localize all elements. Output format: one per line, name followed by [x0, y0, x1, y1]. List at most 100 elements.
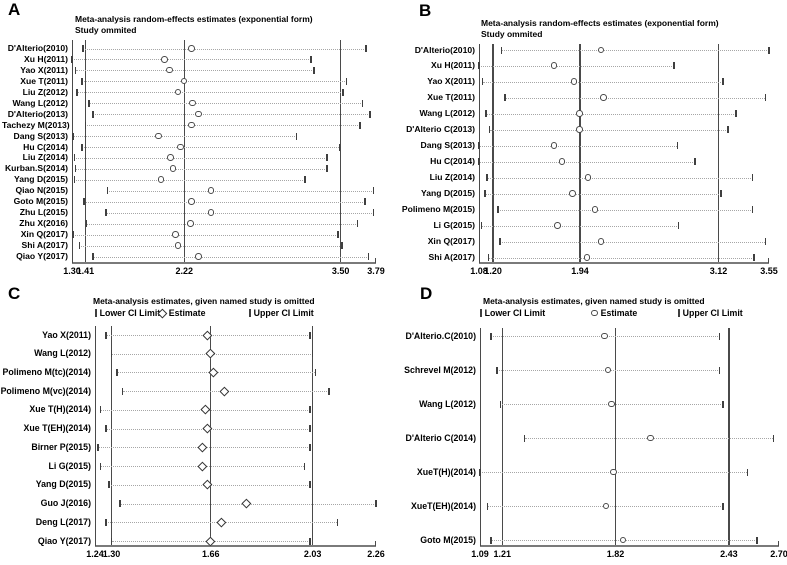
study-label: D'Alterio.C(2010)	[405, 330, 476, 341]
legend-estimate-label: Estimate	[168, 308, 206, 318]
ci-interval-line	[111, 541, 310, 542]
upper-ci-bracket-icon	[249, 309, 251, 317]
lower-ci-tick	[80, 143, 83, 151]
upper-ci-tick	[309, 537, 311, 545]
ci-interval-line	[79, 245, 342, 247]
estimate-marker	[216, 517, 227, 527]
lower-ci-tick	[523, 434, 526, 442]
ci-interval-line	[81, 147, 340, 149]
upper-ci-tick	[309, 331, 311, 339]
study-label: Yao X(2011)	[427, 76, 475, 87]
estimate-marker	[203, 330, 213, 340]
estimate-marker	[172, 231, 179, 238]
forest-plot-c: 1.24 1.30 1.66 2.03 2.26 Yao X(2011) Wang L(20…	[1, 326, 385, 559]
axis-corner-tick-right	[777, 541, 779, 546]
ci-interval-line	[84, 201, 365, 203]
lower-ci-tick	[72, 231, 74, 239]
upper-ci-tick	[304, 176, 306, 184]
study-label: Hu C(2014)	[430, 156, 475, 167]
lower-ci-tick	[110, 350, 113, 358]
study-label: Xue T(H)(2014)	[29, 404, 91, 415]
lower-ci-tick	[105, 425, 107, 433]
estimate-marker	[584, 174, 592, 181]
lower-ci-tick	[91, 253, 94, 260]
ci-interval-line	[106, 428, 310, 430]
lower-ci-tick	[487, 254, 490, 261]
panel-letter-b: B	[419, 1, 432, 20]
study-label: Wang L(2012)	[419, 108, 475, 119]
panel-letter-a: A	[8, 0, 21, 19]
upper-ci-tick	[309, 406, 311, 414]
estimate-marker	[600, 332, 608, 340]
estimate-marker	[583, 254, 591, 261]
pooled-ref-line	[717, 44, 720, 263]
study-label: Zhu L(2015)	[19, 207, 68, 218]
ci-interval-line	[482, 81, 724, 83]
estimate-marker	[554, 222, 561, 229]
plot-frame-line	[72, 40, 74, 263]
estimate-marker	[647, 434, 654, 442]
x-tick-label: 1.82	[606, 549, 625, 559]
upper-ci-tick	[746, 468, 749, 476]
pooled-ref-line	[614, 328, 617, 546]
legend-lower-ci: Lower CI Limit	[480, 308, 545, 318]
ci-interval-line	[97, 447, 310, 449]
lower-ci-tick	[88, 99, 90, 107]
upper-ci-tick	[309, 443, 311, 451]
study-label: Zhu X(2016)	[19, 218, 68, 229]
lower-ci-tick	[84, 121, 87, 129]
estimate-marker	[174, 242, 182, 249]
lower-ci-tick	[485, 110, 487, 118]
ci-interval-line	[479, 161, 696, 163]
lower-ci-tick	[500, 46, 503, 54]
upper-ci-tick	[718, 332, 721, 340]
x-tick-label: 1.30	[102, 549, 121, 559]
pooled-ref-line	[84, 40, 87, 263]
x-tick-label: 1.21	[493, 549, 512, 559]
estimate-marker	[604, 366, 612, 374]
estimate-marker	[570, 78, 578, 86]
study-label: Goto M(2015)	[13, 196, 68, 207]
ci-interval-line	[487, 506, 724, 507]
lower-ci-tick	[78, 242, 81, 250]
lower-ci-tick	[490, 332, 492, 340]
lower-ci-tick	[80, 77, 83, 85]
ci-interval-line	[75, 168, 328, 170]
ci-interval-line	[108, 484, 310, 486]
ci-interval-line	[489, 129, 728, 131]
upper-ci-tick	[752, 254, 755, 261]
estimate-marker	[569, 190, 577, 197]
upper-ci-tick	[309, 481, 311, 489]
estimate-marker	[155, 132, 162, 140]
estimate-marker	[188, 121, 195, 129]
estimate-marker	[203, 479, 213, 490]
x-tick-label: 1.66	[201, 549, 220, 559]
lower-ci-tick	[116, 368, 118, 376]
upper-ci-tick	[365, 45, 368, 52]
ci-interval-line	[73, 234, 339, 236]
upper-ci-tick	[326, 154, 328, 162]
study-label: Hu C(2014)	[23, 141, 68, 152]
estimate-marker	[219, 386, 230, 396]
plot-frame-line	[479, 44, 481, 263]
legend-upper-label: Upper CI Limit	[253, 308, 314, 318]
estimate-diamond-icon	[157, 308, 168, 318]
study-label: Xin Q(2017)	[20, 229, 68, 240]
ci-interval-line	[122, 391, 330, 393]
x-tick-label: 1.41	[76, 266, 95, 276]
estimate-marker	[157, 176, 165, 183]
legend-upper-label: Upper CI Limit	[682, 308, 743, 318]
ci-interval-line	[76, 92, 344, 94]
lower-ci-tick	[107, 481, 110, 489]
study-label: Li G(2015)	[433, 220, 475, 231]
ci-interval-line	[504, 97, 766, 99]
estimate-marker	[550, 62, 558, 70]
x-axis-line	[72, 262, 376, 264]
ci-interval-line	[479, 65, 674, 67]
lower-ci-tick	[478, 62, 480, 70]
lower-ci-tick	[481, 78, 484, 86]
estimate-marker	[619, 536, 627, 544]
x-tick-label: 2.70	[770, 549, 787, 559]
study-label: Liu Z(2014)	[429, 172, 475, 183]
